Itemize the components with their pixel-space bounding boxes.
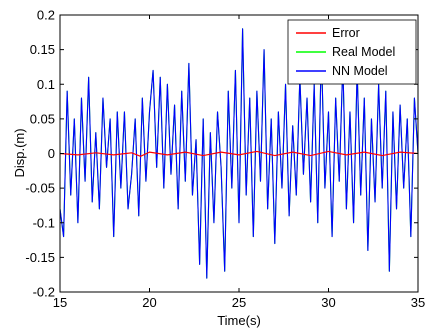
y-tick-label: -0.15: [25, 250, 55, 265]
y-tick-label: 0.1: [37, 77, 55, 92]
x-axis-ticks: 15 20 25 30 35: [53, 15, 425, 310]
series-line-nn-model: [59, 28, 419, 279]
legend-label-real-model: Real Model: [332, 45, 395, 59]
y-tick-label: 0.2: [37, 8, 55, 23]
y-tick-label: -0.1: [33, 215, 55, 230]
y-tick-label: -0.2: [33, 285, 55, 300]
series-layer: [59, 28, 419, 279]
y-tick-label: 0.05: [30, 111, 55, 126]
x-tick-label: 25: [232, 295, 246, 310]
legend: Error Real Model NN Model: [287, 19, 417, 85]
x-tick-label: 15: [53, 295, 67, 310]
y-axis-ticks: -0.2 -0.15 -0.1 -0.05 0 0.05 0.1 0.15 0.2: [25, 8, 418, 300]
legend-label-error: Error: [332, 26, 360, 40]
x-tick-label: 30: [321, 295, 335, 310]
x-tick-label: 35: [411, 295, 425, 310]
legend-label-nn-model: NN Model: [332, 64, 388, 78]
y-tick-label: 0: [48, 146, 55, 161]
x-axis-title: Time(s): [217, 313, 261, 328]
series-line-error: [59, 150, 419, 157]
y-tick-label: -0.05: [25, 181, 55, 196]
y-axis-title: Disp.(m): [12, 128, 27, 177]
x-tick-label: 20: [142, 295, 156, 310]
y-tick-label: 0.15: [30, 42, 55, 57]
